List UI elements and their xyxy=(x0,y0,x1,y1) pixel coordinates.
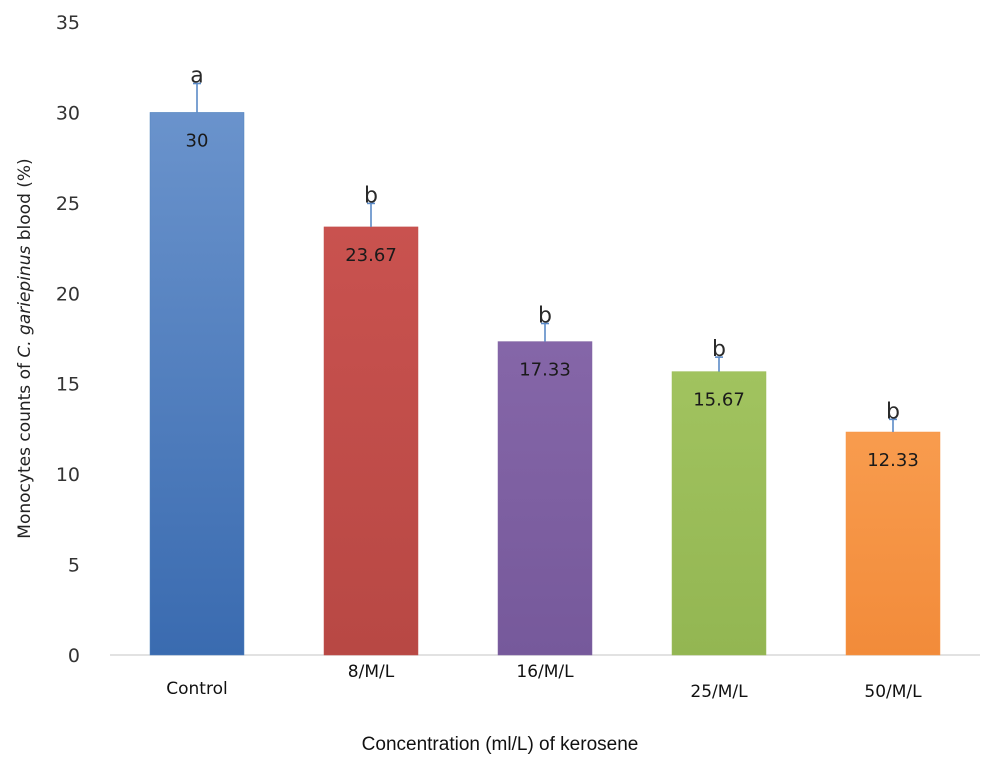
bar-group: a 30 xyxy=(149,63,245,656)
x-tick-label: 16/M/L xyxy=(516,662,574,682)
y-tick-label: 0 xyxy=(68,645,80,667)
y-axis-ticks: 0 5 10 15 20 25 30 35 xyxy=(56,12,80,667)
y-tick-label: 30 xyxy=(56,102,80,124)
data-label: 30 xyxy=(186,130,209,151)
x-tick-label: 50/M/L xyxy=(864,682,922,702)
bar-group: b 12.33 xyxy=(845,399,941,656)
data-label: 17.33 xyxy=(519,360,571,381)
significance-letter: a xyxy=(190,63,203,88)
y-tick-label: 35 xyxy=(56,12,80,34)
x-tick-label: 8/M/L xyxy=(348,662,395,682)
significance-letter: b xyxy=(538,303,552,328)
y-axis-label-part: C. gariepinus xyxy=(15,246,35,358)
category-labels: Control 8/M/L 16/M/L 25/M/L 50/M/L xyxy=(166,662,922,702)
bar-group: b 15.67 xyxy=(671,337,767,656)
significance-letter: b xyxy=(712,337,726,362)
y-axis-label: Monocytes counts of C. gariepinus blood … xyxy=(15,158,35,538)
significance-letter: b xyxy=(886,399,900,424)
bar xyxy=(671,371,767,656)
y-tick-label: 10 xyxy=(56,464,80,486)
x-tick-label: Control xyxy=(166,679,227,699)
significance-letter: b xyxy=(364,183,378,208)
y-axis-label-part: Monocytes counts of xyxy=(15,358,35,539)
y-tick-label: 5 xyxy=(68,555,80,577)
x-tick-label: 25/M/L xyxy=(690,682,748,702)
y-axis-label-part: blood (%) xyxy=(15,158,35,245)
bar-group: b 17.33 xyxy=(497,303,593,656)
data-label: 23.67 xyxy=(345,245,397,266)
bar xyxy=(149,112,245,656)
y-tick-label: 20 xyxy=(56,283,80,305)
x-axis-label: Concentration (ml/L) of kerosene xyxy=(362,734,639,755)
y-tick-label: 15 xyxy=(56,374,80,396)
bar-group: b 23.67 xyxy=(323,183,419,656)
bar xyxy=(497,341,593,656)
bar xyxy=(323,226,419,656)
data-label: 15.67 xyxy=(693,390,745,411)
bars: a 30 b 23.67 b 17.33 b 15.67 b 12.33 xyxy=(149,63,941,656)
y-tick-label: 25 xyxy=(56,193,80,215)
data-label: 12.33 xyxy=(867,450,919,471)
bar xyxy=(845,431,941,656)
